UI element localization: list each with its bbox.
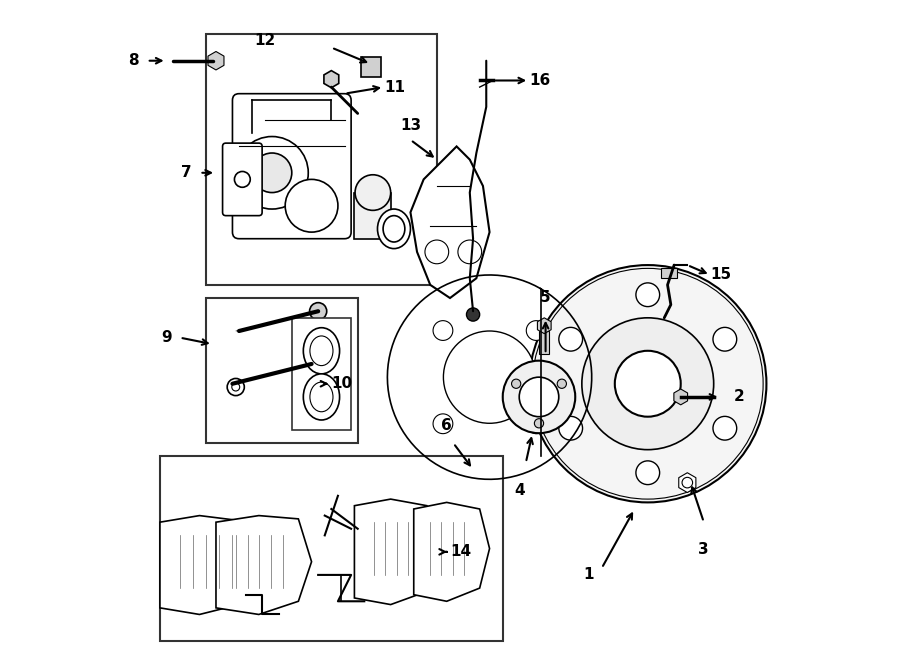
Text: 7: 7 (181, 166, 192, 180)
Text: 16: 16 (529, 73, 551, 88)
Circle shape (615, 351, 680, 416)
Circle shape (444, 331, 536, 423)
Circle shape (236, 136, 309, 209)
Circle shape (425, 240, 449, 263)
Circle shape (458, 240, 482, 263)
FancyBboxPatch shape (661, 268, 678, 278)
Circle shape (466, 308, 480, 321)
Polygon shape (410, 146, 490, 298)
Text: 13: 13 (400, 118, 421, 133)
Text: 4: 4 (514, 483, 525, 498)
Circle shape (557, 379, 566, 389)
Ellipse shape (303, 374, 339, 420)
Text: 15: 15 (710, 267, 732, 283)
Text: 2: 2 (734, 389, 744, 404)
Circle shape (433, 320, 453, 340)
Circle shape (682, 477, 693, 488)
Text: 8: 8 (129, 53, 139, 68)
Circle shape (526, 414, 546, 434)
Ellipse shape (377, 209, 410, 249)
Text: 5: 5 (540, 290, 551, 305)
FancyBboxPatch shape (361, 58, 381, 77)
FancyBboxPatch shape (160, 456, 503, 641)
Circle shape (519, 377, 559, 416)
FancyBboxPatch shape (355, 193, 391, 239)
Ellipse shape (383, 216, 405, 242)
Ellipse shape (310, 336, 333, 365)
FancyBboxPatch shape (222, 143, 262, 216)
Ellipse shape (310, 382, 333, 412)
Circle shape (559, 416, 582, 440)
Text: 1: 1 (583, 567, 594, 583)
Polygon shape (414, 502, 490, 601)
Circle shape (310, 303, 327, 320)
FancyBboxPatch shape (539, 331, 549, 354)
Text: 3: 3 (698, 542, 709, 557)
Text: 11: 11 (384, 79, 405, 95)
Polygon shape (355, 499, 436, 604)
FancyBboxPatch shape (232, 94, 351, 239)
Circle shape (303, 355, 320, 373)
Polygon shape (160, 516, 266, 614)
Circle shape (535, 418, 544, 428)
FancyBboxPatch shape (292, 318, 351, 430)
FancyBboxPatch shape (206, 298, 357, 443)
Text: 14: 14 (450, 544, 471, 559)
Text: 6: 6 (441, 418, 452, 433)
Ellipse shape (303, 328, 339, 374)
Text: 10: 10 (331, 376, 353, 391)
Circle shape (252, 153, 292, 193)
Circle shape (529, 265, 767, 502)
Circle shape (433, 414, 453, 434)
Circle shape (713, 328, 737, 351)
Circle shape (285, 179, 338, 232)
Polygon shape (216, 516, 311, 614)
Circle shape (227, 379, 244, 396)
Text: 12: 12 (255, 32, 276, 48)
Circle shape (234, 171, 250, 187)
Circle shape (526, 320, 546, 340)
Circle shape (511, 379, 521, 389)
Circle shape (356, 175, 391, 211)
Circle shape (581, 318, 714, 449)
FancyBboxPatch shape (206, 34, 436, 285)
Circle shape (713, 416, 737, 440)
Text: 9: 9 (161, 330, 172, 345)
Circle shape (503, 361, 575, 433)
Circle shape (636, 283, 660, 307)
Circle shape (636, 461, 660, 485)
Circle shape (559, 328, 582, 351)
Circle shape (232, 383, 239, 391)
